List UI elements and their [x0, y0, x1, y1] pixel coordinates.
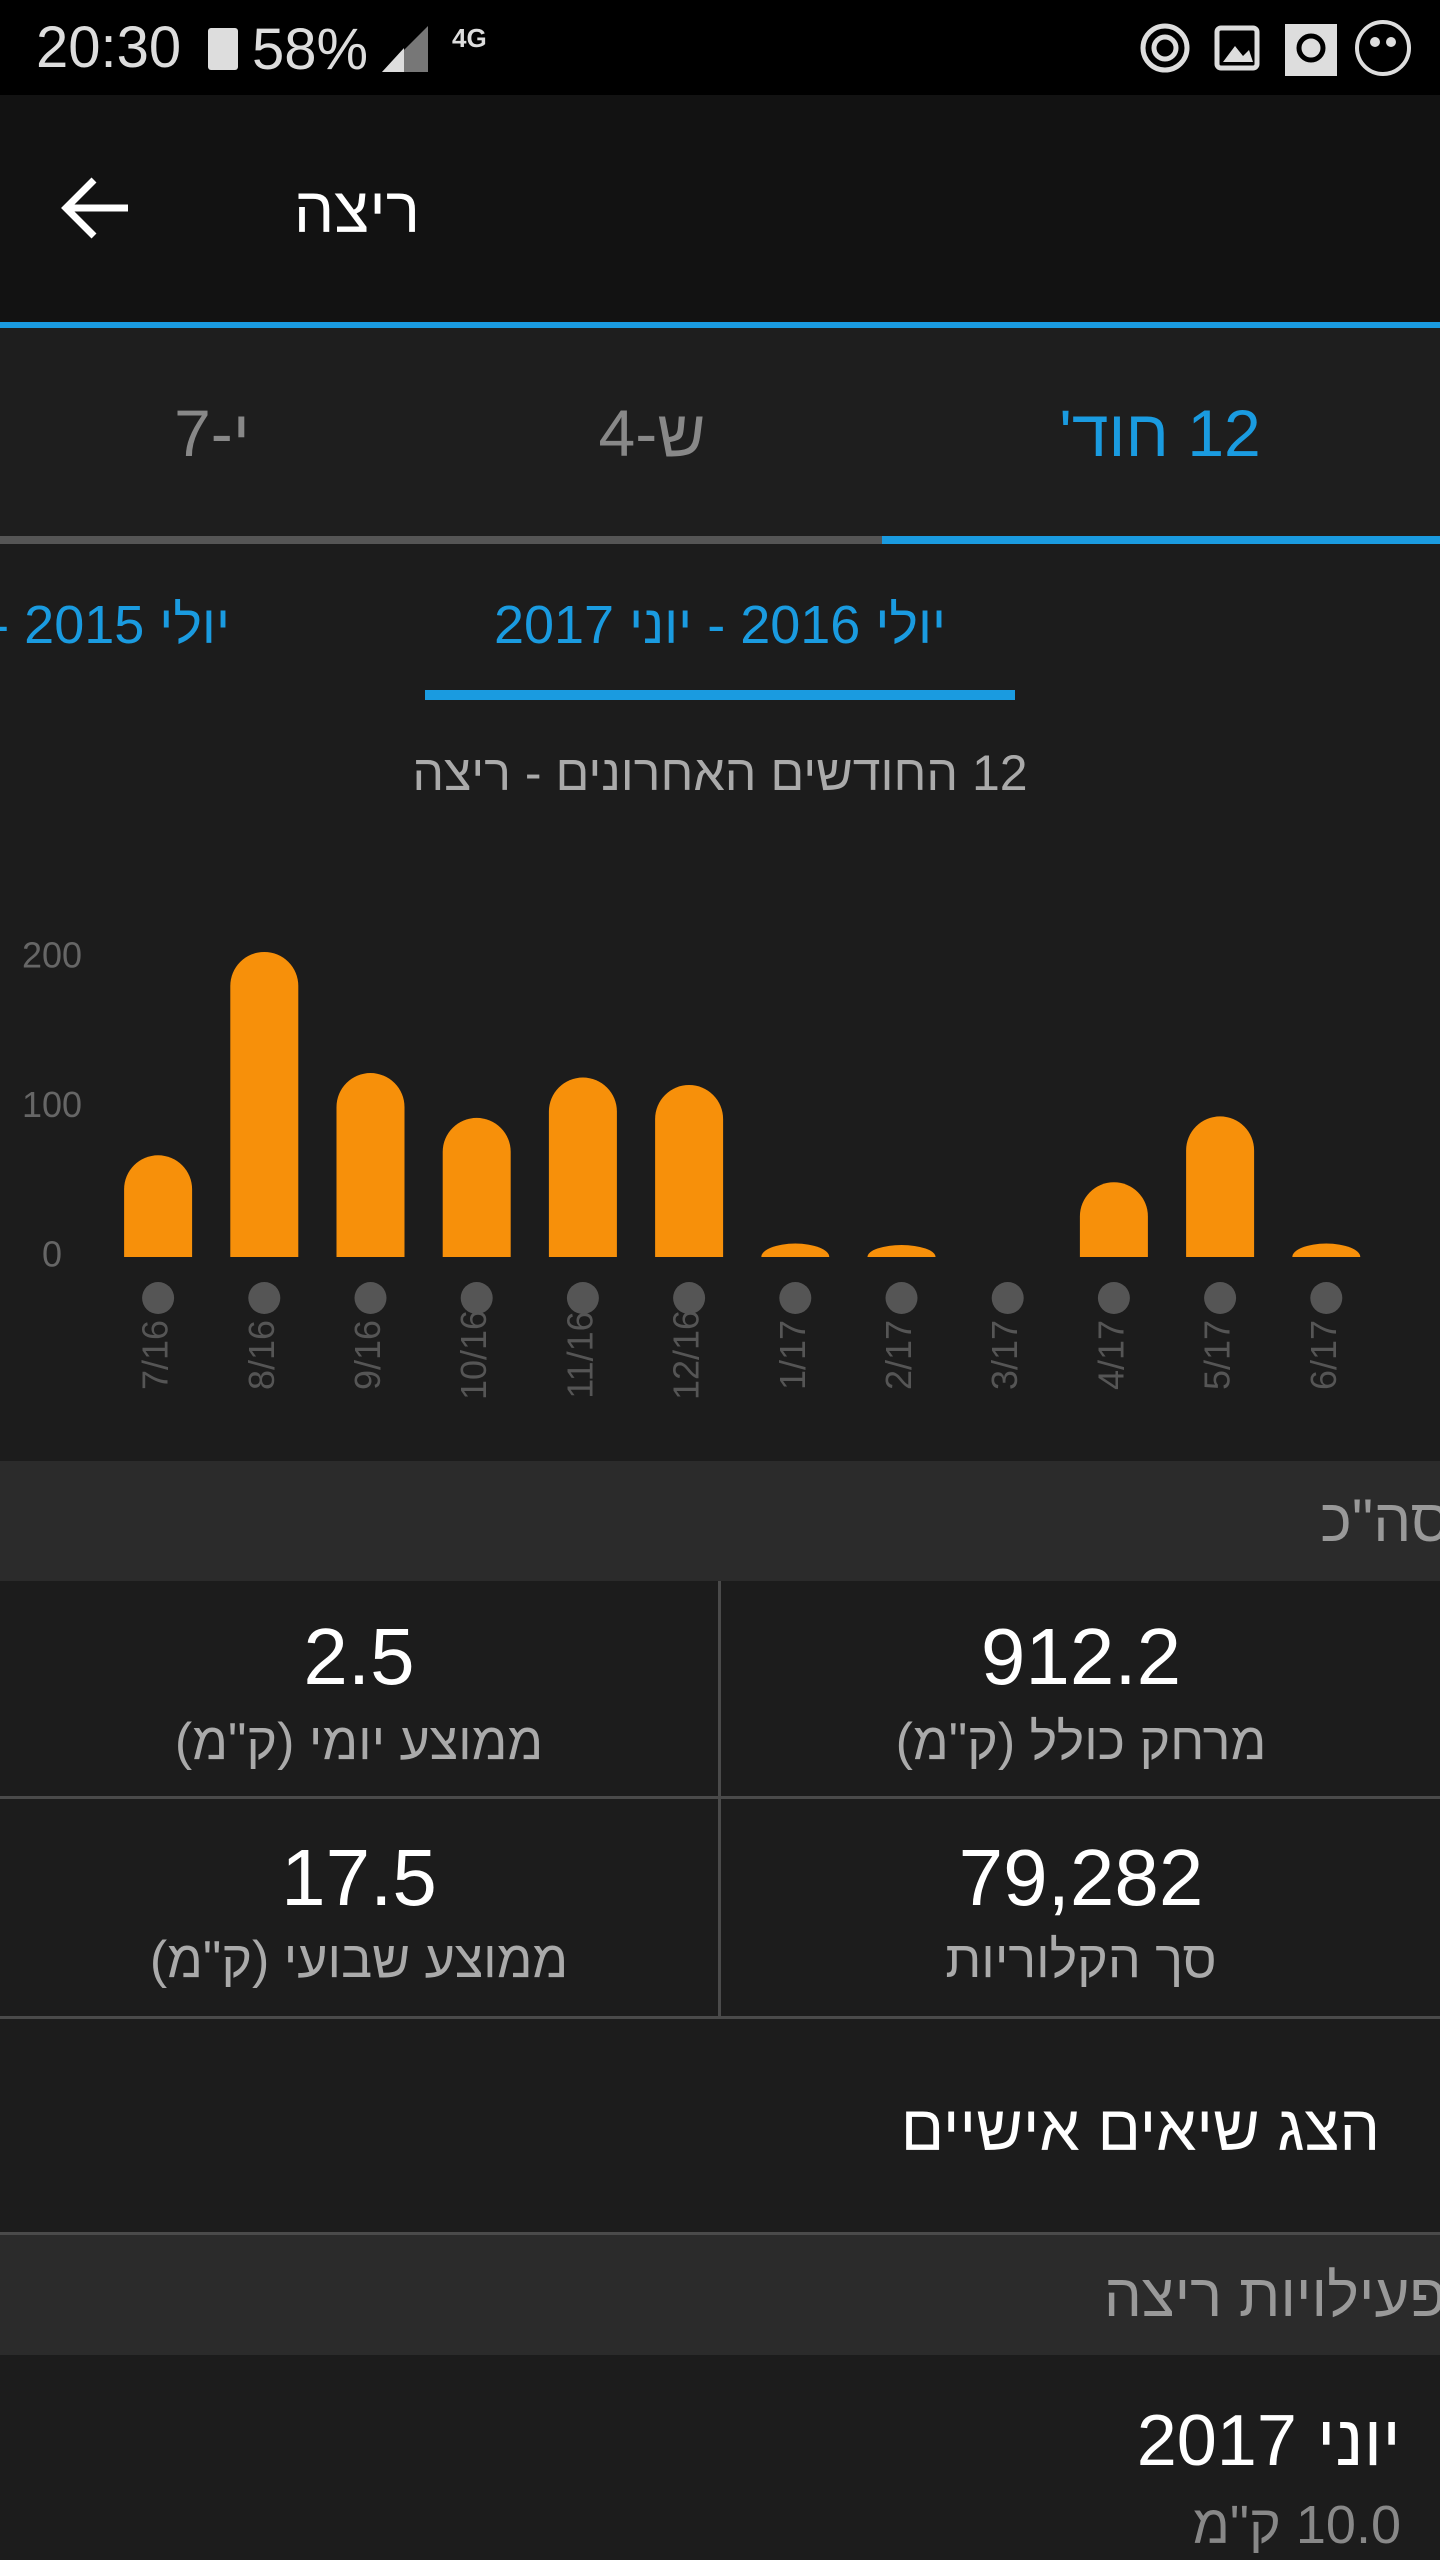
stat-label: ממוצע יומי (ק"מ) [174, 1713, 544, 1771]
bar [1079, 1182, 1148, 1257]
period[interactable]: יולי 2016 - יוני 2017 [493, 595, 947, 655]
x-tick-label: 8/16 [241, 1320, 282, 1390]
section-title: סה"כ [1320, 1487, 1440, 1554]
status-bar [0, 0, 1440, 95]
stat-label: מרחק כולל (ק"מ) [895, 1713, 1267, 1771]
x-dot [779, 1282, 812, 1314]
y-tick-label: 0 [42, 1234, 62, 1275]
bar [548, 1077, 617, 1257]
x-tick-label: 12/16 [666, 1310, 707, 1400]
x-tick-label: 3/17 [984, 1320, 1025, 1390]
bar [1186, 1116, 1255, 1257]
x-dot [354, 1282, 387, 1314]
x-dot [991, 1282, 1024, 1314]
tab[interactable]: 12 חוד' [1059, 396, 1261, 470]
section-title: פעילויות ריצה [1103, 2262, 1440, 2329]
x-tick-label: 11/16 [559, 1311, 600, 1398]
bar [124, 1155, 193, 1257]
x-dot [1310, 1282, 1343, 1314]
x-dot [142, 1282, 175, 1314]
back-button[interactable] [60, 176, 132, 240]
x-dot [1204, 1282, 1237, 1314]
screen-title: ריצה [293, 174, 420, 246]
x-tick-label: 6/17 [1303, 1320, 1344, 1390]
x-tick-label: 1/17 [772, 1320, 813, 1390]
personal-records-link[interactable]: הצג שיאים אישיים [900, 2092, 1380, 2164]
activities-band [0, 2235, 1440, 2355]
bar [442, 1117, 511, 1257]
x-tick-label: 2/17 [878, 1320, 919, 1390]
bar [761, 1243, 830, 1257]
tab-track [0, 536, 1440, 544]
chart-title: 12 החודשים האחרונים - ריצה [412, 745, 1027, 801]
notification-icons [1140, 20, 1411, 76]
bar [336, 1073, 405, 1257]
stat-value: 912.2 [980, 1612, 1182, 1701]
totals-band [0, 1461, 1440, 1581]
stat-label: ממוצע שבועי (ק"מ) [149, 1931, 569, 1989]
divider [718, 1581, 721, 2018]
x-dot [1097, 1282, 1130, 1314]
bar [867, 1245, 936, 1257]
network-type: 4G [452, 23, 487, 53]
stat-value: 17.5 [281, 1833, 437, 1922]
bar [655, 1085, 724, 1257]
x-tick-label: 7/16 [135, 1320, 176, 1390]
battery-level: 58% [252, 17, 369, 82]
stat-value: 2.5 [303, 1612, 415, 1701]
bar [1292, 1243, 1361, 1257]
stat-value: 79,282 [958, 1833, 1204, 1922]
app-bar-line [0, 322, 1440, 328]
x-dot [673, 1282, 706, 1314]
app-bar [0, 95, 1440, 322]
period-indicator [425, 690, 1015, 700]
activity-month[interactable]: יוני 2017 [1136, 2401, 1401, 2481]
activity-distance: 10.0 ק"מ [1192, 2495, 1401, 2555]
x-tick-label: 10/16 [453, 1310, 494, 1400]
battery-icon [208, 28, 238, 70]
tab[interactable]: ש-4 [598, 396, 706, 470]
clock: 20:30 [36, 15, 182, 80]
x-dot [885, 1282, 918, 1314]
y-tick-label: 200 [22, 934, 82, 975]
tab[interactable]: י-7 [174, 396, 250, 470]
divider [0, 2232, 1440, 2235]
stat-label: סך הקלוריות [945, 1931, 1217, 1989]
x-dot [248, 1282, 281, 1314]
x-tick-label: 9/16 [347, 1320, 388, 1390]
tab-bar [0, 328, 1440, 544]
x-tick-label: 5/17 [1197, 1320, 1238, 1390]
x-dot [566, 1282, 599, 1314]
x-tick-label: 4/17 [1090, 1320, 1131, 1390]
x-dot [460, 1282, 493, 1314]
bar [230, 951, 299, 1257]
signal-icon [382, 26, 428, 72]
y-tick-label: 100 [22, 1084, 82, 1125]
tab-indicator [882, 536, 1440, 544]
period[interactable]: יולי 2015 - [0, 595, 230, 655]
